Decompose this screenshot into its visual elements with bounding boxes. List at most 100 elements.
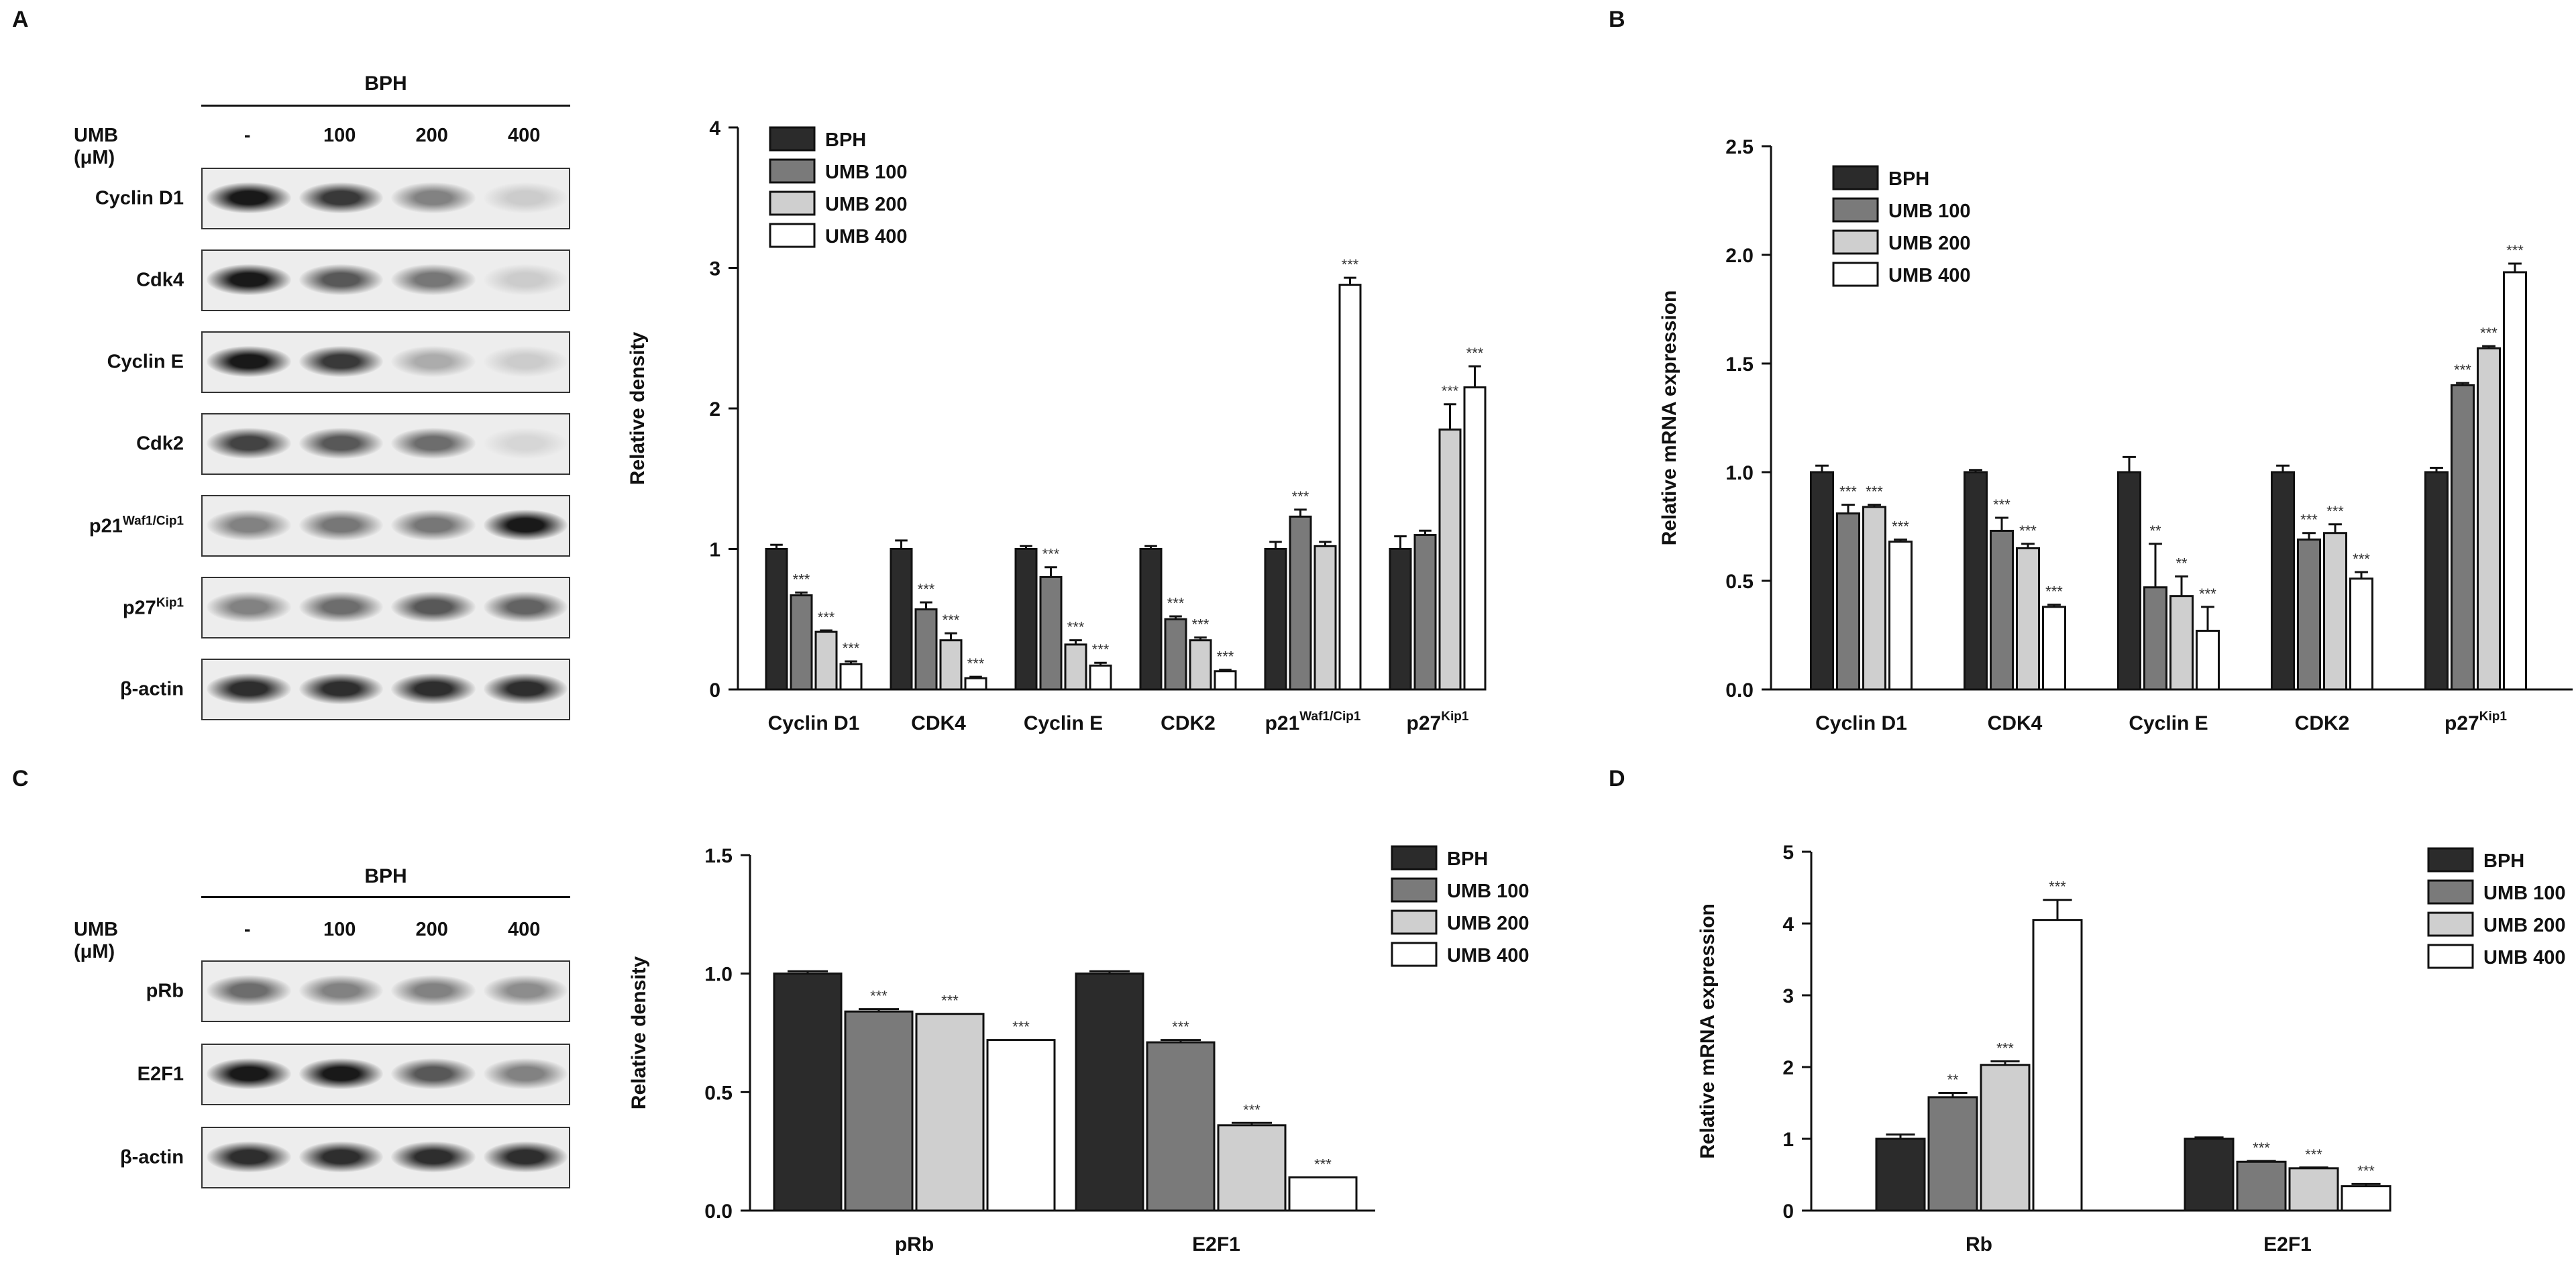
- legend-swatch: [769, 158, 816, 184]
- category-label: Cyclin D1: [768, 712, 860, 734]
- blot-row: E2F1: [138, 1044, 570, 1105]
- bar: [1875, 1137, 1926, 1212]
- blot-row: p21Waf1/Cip1: [89, 495, 570, 557]
- significance-marker: ***: [2253, 1139, 2270, 1156]
- category-label-text: CDK2: [2295, 712, 2350, 734]
- dose-label: -: [244, 125, 251, 146]
- legend-label: UMB 200: [2483, 915, 2566, 936]
- category-label-text: Cyclin E: [2129, 712, 2208, 734]
- y-tick-label: 3: [1782, 985, 1794, 1007]
- dose-label: -: [244, 919, 251, 940]
- legend-swatch: [769, 126, 816, 152]
- legend-label: UMB 400: [1888, 265, 1971, 286]
- protein-band: [299, 346, 383, 378]
- category-label: CDK2: [2295, 712, 2350, 734]
- category-label-text: CDK4: [911, 712, 966, 734]
- y-tick-label: 2: [1782, 1057, 1794, 1079]
- category-label-text: CDK4: [1988, 712, 2043, 734]
- protein-band: [391, 673, 476, 705]
- bar: [914, 608, 938, 691]
- protein-band: [391, 1058, 476, 1090]
- legend-label: UMB 400: [825, 226, 908, 247]
- y-tick-label: 0.5: [704, 1082, 733, 1104]
- protein-band: [299, 1141, 383, 1173]
- protein-band: [391, 428, 476, 459]
- legend-label: UMB 400: [1447, 945, 1529, 966]
- blot-a-group-rule: [201, 105, 570, 107]
- significance-marker: ***: [2326, 503, 2344, 520]
- category-label: p21Waf1/Cip1: [1265, 710, 1361, 734]
- y-tick-label: 0: [709, 679, 720, 702]
- protein-band: [483, 1141, 568, 1173]
- significance-marker: ***: [941, 993, 959, 1009]
- significance-marker: ***: [1192, 616, 1210, 632]
- blot-row-label: Cdk2: [136, 433, 184, 455]
- blot-row-label: p27Kip1: [122, 596, 184, 619]
- blot-membrane: [201, 577, 570, 638]
- bar: [2184, 1137, 2235, 1212]
- legend-swatch: [1832, 262, 1879, 287]
- legend-swatch: [1391, 909, 1438, 935]
- panel-label-b: B: [1609, 7, 1625, 32]
- legend-label: UMB 100: [2483, 883, 2566, 904]
- blot-membrane: [201, 1044, 570, 1105]
- legend-label: UMB 200: [825, 194, 908, 215]
- bar: [939, 639, 963, 691]
- category-label: pRb: [895, 1233, 934, 1256]
- significance-marker: ***: [818, 609, 835, 626]
- protein-band: [207, 182, 291, 214]
- bar: [765, 548, 788, 691]
- significance-marker: ***: [2049, 879, 2066, 895]
- category-label: CDK4: [1988, 712, 2043, 734]
- blot-row: pRb: [146, 960, 570, 1022]
- blot-row-label: β-actin: [119, 1146, 184, 1168]
- blot-membrane: [201, 168, 570, 229]
- bar: [890, 548, 913, 691]
- y-axis-label: Relative mRNA expression: [1697, 903, 1719, 1159]
- legend-swatch: [1391, 942, 1438, 967]
- legend-label: UMB 400: [2483, 947, 2566, 968]
- protein-band: [299, 182, 383, 214]
- y-tick-label: 3: [709, 258, 720, 280]
- blot-row: p27Kip1: [123, 577, 570, 638]
- blot-c-group-rule: [201, 896, 570, 898]
- protein-band: [207, 592, 291, 623]
- category-label-text: E2F1: [2263, 1233, 2312, 1256]
- blot-row-label: β-actin: [119, 678, 184, 700]
- bar: [2271, 471, 2295, 691]
- significance-marker: ***: [1067, 619, 1085, 636]
- y-tick-label: 0.0: [1725, 679, 1754, 702]
- bar: [2117, 471, 2141, 691]
- blot-membrane: [201, 659, 570, 720]
- y-axis-label: Relative density: [627, 331, 649, 485]
- category-label: E2F1: [2263, 1233, 2312, 1256]
- category-label-sup: Kip1: [2479, 710, 2508, 724]
- y-tick-label: 0.5: [1725, 571, 1754, 593]
- significance-marker: ***: [1866, 484, 1883, 500]
- y-axis-label: Relative density: [628, 956, 650, 1109]
- bar: [1862, 506, 1886, 691]
- category-label-text: Cyclin D1: [768, 712, 860, 734]
- category-label: Cyclin D1: [1815, 712, 1907, 734]
- legend-label: BPH: [1888, 168, 1929, 190]
- significance-marker: ***: [1292, 488, 1309, 505]
- protein-band: [207, 1058, 291, 1090]
- bar: [1463, 386, 1487, 691]
- category-label: Cyclin E: [1024, 712, 1103, 734]
- legend-swatch: [1832, 229, 1879, 255]
- bar: [1990, 529, 2014, 691]
- significance-marker: ***: [918, 581, 935, 598]
- significance-marker: ***: [1442, 383, 1459, 400]
- panel-label-c: C: [12, 766, 29, 791]
- legend-label: BPH: [2483, 850, 2524, 872]
- category-label-text: p21: [1265, 712, 1300, 734]
- bar: [1139, 548, 1163, 691]
- dose-label: 100: [323, 919, 356, 940]
- dose-label: 100: [323, 125, 356, 146]
- significance-marker: ***: [1172, 1019, 1189, 1036]
- bar: [1810, 471, 1834, 691]
- protein-band: [391, 510, 476, 541]
- bar: [2236, 1160, 2287, 1212]
